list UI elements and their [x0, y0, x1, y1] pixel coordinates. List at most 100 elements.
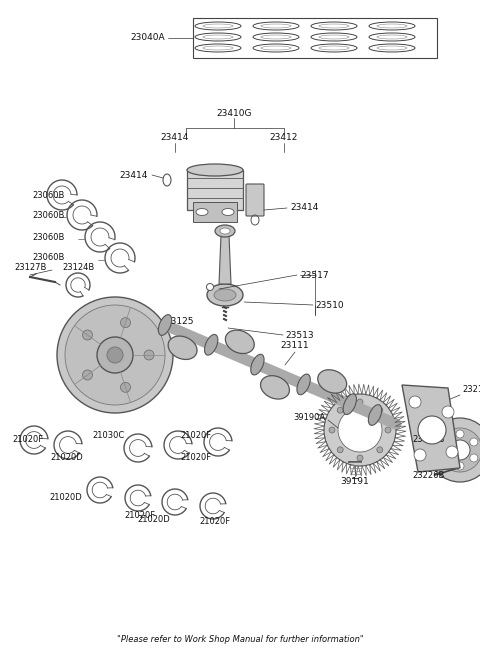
Circle shape: [446, 446, 458, 458]
Ellipse shape: [369, 33, 415, 41]
Text: 21020F: 21020F: [199, 518, 230, 527]
Circle shape: [470, 454, 478, 462]
Polygon shape: [402, 385, 460, 472]
Circle shape: [377, 447, 383, 453]
Text: 23414: 23414: [120, 171, 148, 180]
Text: 23125: 23125: [165, 318, 193, 327]
Text: 23124B: 23124B: [62, 264, 94, 272]
Text: 23226B: 23226B: [413, 470, 445, 480]
Circle shape: [337, 447, 343, 453]
Text: 21020F: 21020F: [180, 430, 211, 440]
Circle shape: [450, 440, 470, 460]
Ellipse shape: [226, 330, 254, 354]
Text: 23211B: 23211B: [462, 386, 480, 394]
Circle shape: [409, 396, 421, 408]
Ellipse shape: [297, 374, 310, 395]
Text: 23040A: 23040A: [131, 33, 165, 43]
Circle shape: [456, 430, 464, 438]
Bar: [193, 18, 437, 58]
Circle shape: [83, 330, 93, 340]
Text: 21020D: 21020D: [50, 453, 83, 462]
Circle shape: [144, 350, 154, 360]
Circle shape: [357, 455, 363, 461]
Ellipse shape: [343, 394, 357, 415]
Text: 21020F: 21020F: [12, 436, 43, 445]
Circle shape: [329, 427, 335, 433]
Ellipse shape: [195, 44, 241, 52]
Ellipse shape: [368, 405, 382, 425]
Text: 23060B: 23060B: [32, 190, 64, 199]
Text: 23060B: 23060B: [32, 253, 64, 262]
Ellipse shape: [207, 284, 243, 306]
Circle shape: [456, 462, 464, 470]
Text: 23513: 23513: [285, 331, 313, 340]
Circle shape: [107, 347, 123, 363]
FancyBboxPatch shape: [246, 184, 264, 216]
Ellipse shape: [311, 44, 357, 52]
Text: "Please refer to Work Shop Manual for further information": "Please refer to Work Shop Manual for fu…: [117, 636, 363, 644]
Ellipse shape: [206, 283, 214, 291]
Ellipse shape: [195, 33, 241, 41]
Circle shape: [428, 418, 480, 482]
Ellipse shape: [253, 22, 299, 30]
Circle shape: [120, 382, 131, 392]
Circle shape: [438, 428, 480, 472]
Text: 39190A: 39190A: [293, 413, 325, 422]
Text: 23111: 23111: [281, 340, 309, 350]
Ellipse shape: [261, 376, 289, 399]
Ellipse shape: [158, 315, 172, 335]
Ellipse shape: [251, 354, 264, 375]
Text: 23127B: 23127B: [14, 264, 47, 272]
Circle shape: [418, 416, 446, 444]
Ellipse shape: [311, 22, 357, 30]
Text: 23414: 23414: [290, 203, 318, 213]
Ellipse shape: [215, 225, 235, 237]
Ellipse shape: [220, 228, 230, 234]
Text: 23060B: 23060B: [32, 232, 64, 241]
Polygon shape: [219, 235, 231, 284]
Circle shape: [357, 399, 363, 405]
Ellipse shape: [369, 44, 415, 52]
Text: 21020D: 21020D: [49, 493, 82, 502]
Circle shape: [83, 370, 93, 380]
Circle shape: [120, 318, 131, 327]
Circle shape: [442, 406, 454, 418]
Text: 21030C: 21030C: [93, 430, 125, 440]
Circle shape: [377, 407, 383, 413]
Text: 23410G: 23410G: [216, 108, 252, 117]
Ellipse shape: [196, 209, 208, 216]
Text: 39191: 39191: [341, 478, 370, 487]
Text: 23517: 23517: [300, 270, 329, 279]
Ellipse shape: [168, 336, 197, 359]
Circle shape: [385, 427, 391, 433]
Ellipse shape: [369, 22, 415, 30]
Ellipse shape: [311, 33, 357, 41]
Circle shape: [470, 438, 478, 446]
Text: 23414: 23414: [161, 134, 189, 142]
Circle shape: [442, 454, 450, 462]
Text: 21020F: 21020F: [124, 510, 156, 520]
Ellipse shape: [222, 209, 234, 216]
Circle shape: [337, 407, 343, 413]
Ellipse shape: [253, 33, 299, 41]
Ellipse shape: [253, 44, 299, 52]
Circle shape: [338, 408, 382, 452]
Circle shape: [65, 305, 165, 405]
Circle shape: [97, 337, 133, 373]
Text: 23412: 23412: [270, 134, 298, 142]
Ellipse shape: [318, 370, 347, 393]
Circle shape: [324, 394, 396, 466]
Circle shape: [414, 449, 426, 461]
Text: 23060B: 23060B: [32, 211, 64, 220]
Ellipse shape: [214, 289, 236, 301]
Ellipse shape: [195, 22, 241, 30]
Text: 21020D: 21020D: [137, 516, 170, 525]
Text: 23510: 23510: [315, 300, 344, 310]
Ellipse shape: [204, 335, 218, 355]
FancyBboxPatch shape: [187, 170, 243, 210]
Text: 23311B: 23311B: [413, 436, 445, 445]
Circle shape: [57, 297, 173, 413]
Ellipse shape: [187, 164, 243, 176]
Text: 21020F: 21020F: [181, 453, 212, 462]
FancyBboxPatch shape: [193, 202, 237, 222]
